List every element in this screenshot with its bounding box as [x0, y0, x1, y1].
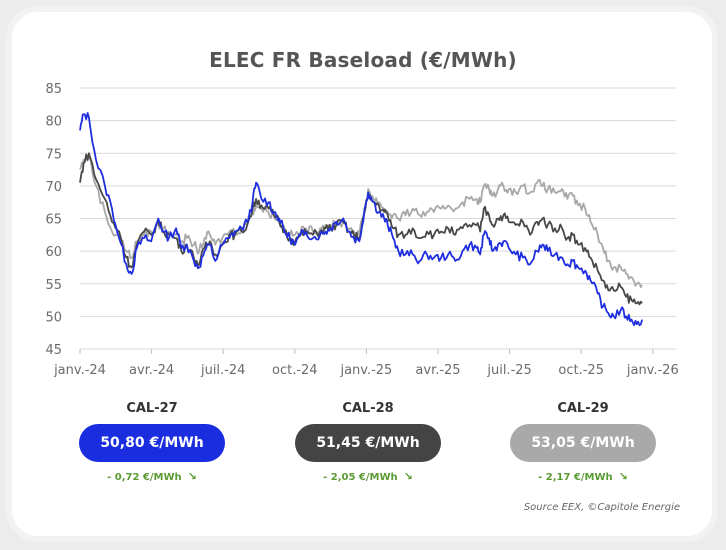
cal-28-label: CAL-28 — [342, 401, 394, 416]
y-tick-label: 75 — [45, 147, 62, 162]
cal-29-delta-text: - 2,17 €/MWh — [538, 472, 613, 483]
series-line-2 — [79, 155, 643, 288]
y-tick-label: 50 — [45, 310, 62, 325]
x-tick-label: avr.-24 — [129, 363, 174, 378]
arrow-down-right-icon: ↘ — [187, 470, 197, 483]
y-tick-label: 80 — [45, 115, 62, 130]
y-axis-ticks: 45 50 55 60 65 70 75 80 85 — [45, 82, 62, 358]
x-tick-label: juil.-25 — [486, 363, 531, 378]
series-line-0 — [79, 112, 643, 327]
cal-27-price-pill: 50,80 €/MWh — [79, 424, 225, 462]
cal-29-delta: - 2,17 €/MWh ↘ — [510, 470, 656, 483]
x-tick-label: avr.-25 — [415, 363, 460, 378]
x-tick-label: juil.-24 — [200, 363, 245, 378]
x-tick-label: janv.-25 — [339, 363, 392, 378]
cal-29-price-pill: 53,05 €/MWh — [510, 424, 656, 462]
x-tick-label: oct.-24 — [272, 363, 318, 378]
y-tick-label: 85 — [45, 82, 62, 97]
y-tick-label: 55 — [45, 278, 62, 293]
cal-29-label: CAL-29 — [557, 401, 609, 416]
source-note: Source EEX, ©Capitole Energie — [523, 502, 680, 513]
cal-28-delta-text: - 2,05 €/MWh — [323, 472, 398, 483]
arrow-down-right-icon: ↘ — [618, 470, 628, 483]
cal-27-delta: - 0,72 €/MWh ↘ — [79, 470, 225, 483]
cal-27-delta-text: - 0,72 €/MWh — [107, 472, 182, 483]
cal-28-delta: - 2,05 €/MWh ↘ — [295, 470, 441, 483]
arrow-down-right-icon: ↘ — [403, 470, 413, 483]
x-axis-ticks: janv.-24 avr.-24 juil.-24 oct.-24 janv.-25 av… — [53, 349, 679, 378]
cal-28-price-pill: 51,45 €/MWh — [295, 424, 441, 462]
series-lines — [79, 112, 643, 327]
y-tick-label: 65 — [45, 213, 62, 228]
x-tick-label: oct.-25 — [558, 363, 604, 378]
chart-title: ELEC FR Baseload (€/MWh) — [209, 48, 517, 72]
x-tick-label: janv.-26 — [626, 363, 679, 378]
y-tick-label: 70 — [45, 180, 62, 195]
x-tick-label: janv.-24 — [53, 363, 106, 378]
grid — [80, 87, 676, 350]
cal-27-label: CAL-27 — [126, 401, 178, 416]
y-tick-label: 45 — [45, 343, 62, 358]
y-tick-label: 60 — [45, 245, 62, 260]
